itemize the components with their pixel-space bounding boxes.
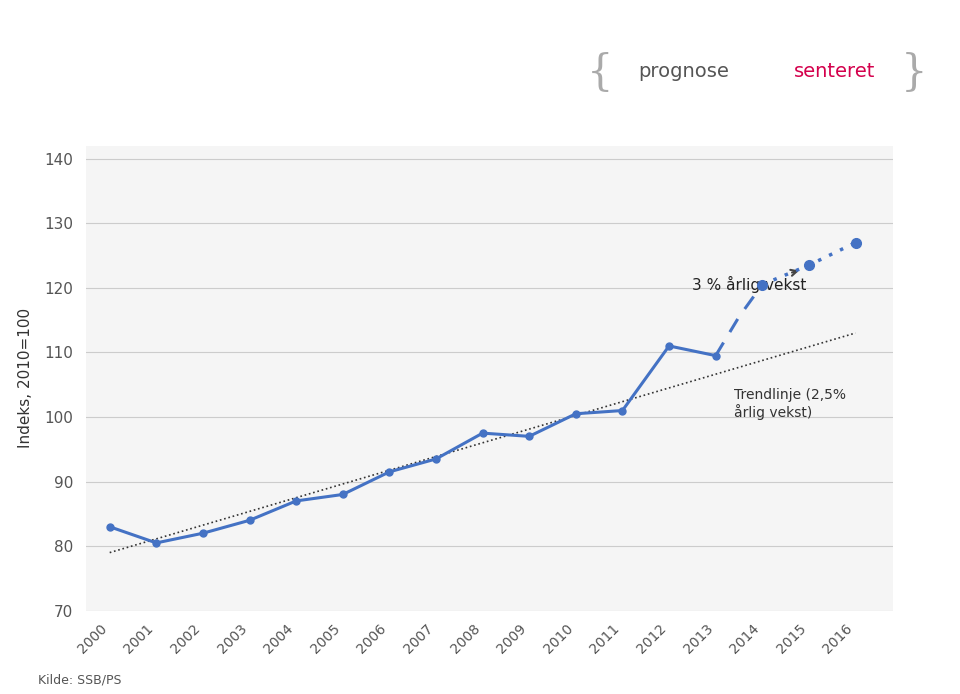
Text: Kilde: SSB/PS: Kilde: SSB/PS	[38, 674, 122, 686]
Text: Renovering og vedlikehold av bygg: SSBs: Renovering og vedlikehold av bygg: SSBs	[22, 45, 441, 63]
Text: }: }	[900, 52, 927, 94]
Text: 3 % årlig vekst: 3 % årlig vekst	[692, 270, 806, 293]
Text: {: {	[587, 52, 612, 94]
Text: senteret: senteret	[794, 62, 876, 81]
Text: prognose: prognose	[638, 62, 729, 81]
Y-axis label: Indeks, 2010=100: Indeks, 2010=100	[18, 308, 33, 448]
Text: produksjonsindeks og antydet framtidig utvikling: produksjonsindeks og antydet framtidig u…	[22, 87, 524, 105]
Text: Trendlinje (2,5%
årlig vekst): Trendlinje (2,5% årlig vekst)	[734, 388, 847, 421]
